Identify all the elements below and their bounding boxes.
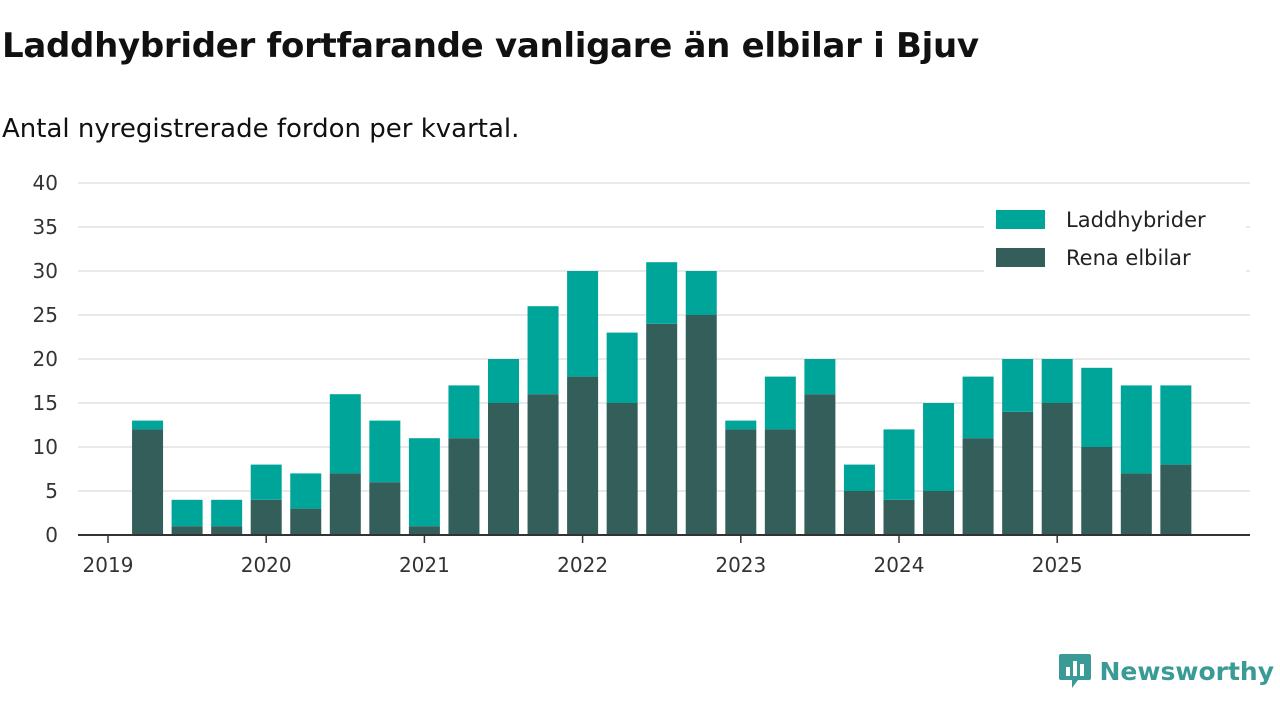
bar-rena-elbilar bbox=[1160, 464, 1192, 535]
y-tick-label: 35 bbox=[33, 215, 58, 239]
y-tick-label: 0 bbox=[45, 523, 58, 547]
y-tick-label: 10 bbox=[33, 435, 58, 459]
bar-laddhybrider bbox=[646, 262, 678, 324]
bar-laddhybrider bbox=[132, 420, 164, 430]
bar-rena-elbilar bbox=[132, 429, 164, 535]
y-tick-label: 30 bbox=[33, 259, 58, 283]
chart-subtitle: Antal nyregistrerade fordon per kvartal. bbox=[2, 114, 520, 144]
bar-rena-elbilar bbox=[527, 394, 559, 535]
bars bbox=[132, 262, 1192, 535]
bar-laddhybrider bbox=[923, 403, 955, 491]
bar-laddhybrider bbox=[725, 420, 757, 430]
legend: Laddhybrider Rena elbilar bbox=[984, 198, 1246, 278]
legend-label: Laddhybrider bbox=[1066, 208, 1206, 232]
y-axis-ticks: 0 5 10 15 20 25 30 35 40 bbox=[33, 171, 58, 547]
bar-laddhybrider bbox=[171, 499, 203, 527]
bar-rena-elbilar bbox=[962, 438, 994, 535]
x-tick-label: 2020 bbox=[241, 553, 292, 577]
legend-swatch bbox=[996, 248, 1045, 267]
chart-title: Laddhybrider fortfarande vanligare än el… bbox=[2, 26, 979, 66]
brand-name: Newsworthy bbox=[1099, 656, 1275, 686]
x-tick-label: 2024 bbox=[874, 553, 925, 577]
bar-laddhybrider bbox=[211, 499, 243, 527]
bar-laddhybrider bbox=[290, 473, 322, 509]
bar-rena-elbilar bbox=[1081, 447, 1113, 535]
bar-rena-elbilar bbox=[250, 499, 282, 535]
bar-laddhybrider bbox=[804, 359, 836, 395]
bar-laddhybrider bbox=[1160, 385, 1192, 465]
newsworthy-logo-icon bbox=[1058, 654, 1091, 688]
brand-logo: Newsworthy bbox=[1058, 652, 1275, 690]
bar-rena-elbilar bbox=[1002, 411, 1034, 535]
bar-rena-elbilar bbox=[171, 526, 203, 535]
bar-laddhybrider bbox=[962, 376, 994, 439]
y-tick-label: 20 bbox=[33, 347, 58, 371]
bar-rena-elbilar bbox=[646, 323, 678, 535]
bar-laddhybrider bbox=[1081, 367, 1113, 447]
x-axis: 2019 2020 2021 2022 2023 2024 2025 bbox=[78, 534, 1250, 577]
y-tick-label: 40 bbox=[33, 171, 58, 195]
bar-laddhybrider bbox=[606, 332, 638, 403]
bar-laddhybrider bbox=[843, 464, 875, 491]
y-tick-label: 25 bbox=[33, 303, 58, 327]
bar-laddhybrider bbox=[883, 429, 915, 500]
bar-laddhybrider bbox=[527, 306, 559, 395]
bar-laddhybrider bbox=[408, 438, 440, 527]
bar-rena-elbilar bbox=[606, 403, 638, 535]
bar-rena-elbilar bbox=[329, 473, 361, 535]
x-tick-label: 2025 bbox=[1032, 553, 1083, 577]
legend-label: Rena elbilar bbox=[1066, 246, 1191, 270]
bar-rena-elbilar bbox=[1041, 403, 1073, 535]
bar-laddhybrider bbox=[329, 394, 361, 474]
bar-laddhybrider bbox=[1120, 385, 1152, 474]
bar-rena-elbilar bbox=[804, 394, 836, 535]
bar-rena-elbilar bbox=[883, 499, 915, 535]
x-tick-label: 2019 bbox=[83, 553, 134, 577]
bar-rena-elbilar bbox=[488, 403, 519, 535]
bar-laddhybrider bbox=[685, 271, 717, 315]
y-tick-label: 5 bbox=[45, 479, 58, 503]
bar-laddhybrider bbox=[567, 271, 599, 377]
bar-laddhybrider bbox=[369, 420, 401, 483]
bar-laddhybrider bbox=[1041, 359, 1073, 403]
bar-rena-elbilar bbox=[369, 482, 401, 535]
bar-laddhybrider bbox=[448, 385, 480, 439]
bar-rena-elbilar bbox=[211, 526, 243, 535]
legend-swatch bbox=[996, 210, 1045, 229]
x-tick-label: 2023 bbox=[715, 553, 766, 577]
bar-laddhybrider bbox=[250, 464, 282, 500]
bar-rena-elbilar bbox=[408, 526, 440, 535]
bar-rena-elbilar bbox=[1120, 473, 1152, 535]
x-tick-label: 2022 bbox=[557, 553, 608, 577]
bar-rena-elbilar bbox=[448, 438, 480, 535]
bar-rena-elbilar bbox=[567, 376, 599, 535]
bar-laddhybrider bbox=[1002, 359, 1034, 412]
y-tick-label: 15 bbox=[33, 391, 58, 415]
bar-rena-elbilar bbox=[843, 491, 875, 535]
bar-laddhybrider bbox=[488, 359, 519, 403]
bar-rena-elbilar bbox=[725, 429, 757, 535]
bar-rena-elbilar bbox=[685, 315, 717, 535]
bar-rena-elbilar bbox=[923, 491, 955, 535]
x-tick-label: 2021 bbox=[399, 553, 450, 577]
bar-rena-elbilar bbox=[290, 508, 322, 535]
bar-laddhybrider bbox=[764, 376, 796, 430]
bar-rena-elbilar bbox=[764, 429, 796, 535]
